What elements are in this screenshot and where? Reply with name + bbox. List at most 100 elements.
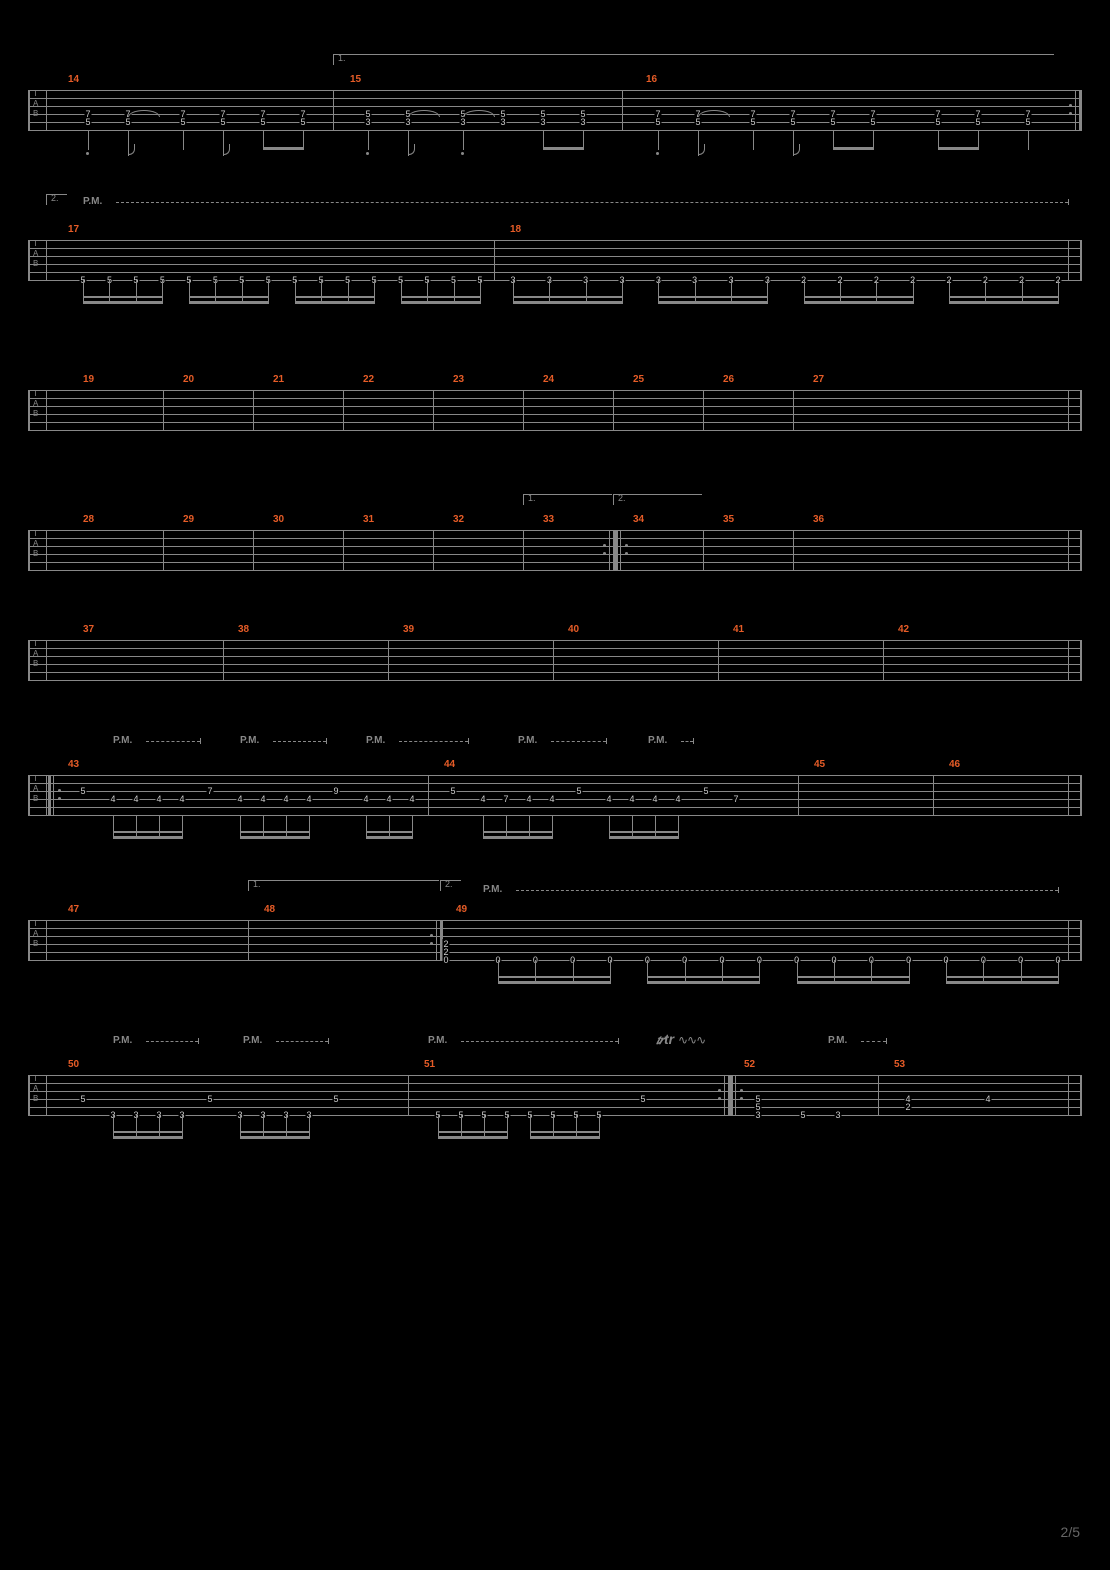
bar-number: 51 — [424, 1059, 435, 1070]
bar-number: 28 — [83, 514, 94, 525]
volta-bracket: 1. — [523, 494, 612, 505]
tab-fret: 4 — [259, 794, 266, 804]
bar-number: 30 — [273, 514, 284, 525]
tab-fret: 5 — [799, 1110, 806, 1120]
palm-mute-label: P.M. — [83, 196, 102, 207]
tab-system: TAB43444546P.M.P.M.P.M.P.M.P.M.544447444… — [28, 775, 1082, 885]
bar-number: 52 — [744, 1059, 755, 1070]
bar-number: 25 — [633, 374, 644, 385]
tab-fret: 4 — [628, 794, 635, 804]
tab-fret: 5 — [694, 117, 701, 127]
bar-number: 50 — [68, 1059, 79, 1070]
bar-number: 37 — [83, 624, 94, 635]
tab-fret: 5 — [84, 117, 91, 127]
palm-mute-label: P.M. — [828, 1035, 847, 1046]
palm-mute-label: P.M. — [366, 735, 385, 746]
bar-number: 44 — [444, 759, 455, 770]
tab-clef: TAB — [28, 920, 43, 960]
palm-mute-label: P.M. — [240, 735, 259, 746]
volta-bracket: 2. — [46, 194, 67, 205]
tab-system: TAB4748491.2.P.M.2200000000000000000 — [28, 920, 1082, 1030]
tab-fret: 3 — [404, 117, 411, 127]
bar-number: 49 — [456, 904, 467, 915]
tab-fret: 5 — [829, 117, 836, 127]
tab-fret: 3 — [459, 117, 466, 127]
tab-fret: 9 — [332, 786, 339, 796]
palm-mute-label: P.M. — [648, 735, 667, 746]
tab-fret: 5 — [702, 786, 709, 796]
tab-system: TAB50515253P.M.P.M.P.M.P.M.𝆖tr∿∿∿5333353… — [28, 1075, 1082, 1195]
tab-fret: 4 — [178, 794, 185, 804]
tab-clef: TAB — [28, 775, 43, 815]
tab-fret: 3 — [579, 117, 586, 127]
bar-number: 35 — [723, 514, 734, 525]
tab-fret: 4 — [109, 794, 116, 804]
tab-fret: 4 — [605, 794, 612, 804]
tab-fret: 3 — [834, 1110, 841, 1120]
tab-fret: 4 — [525, 794, 532, 804]
tab-system: TAB17182.P.M.555555555555555533333333222… — [28, 240, 1082, 350]
tab-fret: 7 — [206, 786, 213, 796]
tab-fret: 5 — [299, 117, 306, 127]
bar-number: 42 — [898, 624, 909, 635]
bar-number: 14 — [68, 74, 79, 85]
trill-mark: 𝆖tr — [656, 1031, 674, 1048]
tab-fret: 4 — [282, 794, 289, 804]
tab-fret: 5 — [789, 117, 796, 127]
palm-mute-label: P.M. — [113, 1035, 132, 1046]
tab-fret: 5 — [934, 117, 941, 127]
tab-system: TAB192021222324252627 — [28, 390, 1082, 460]
bar-number: 34 — [633, 514, 644, 525]
tab-fret: 4 — [984, 1094, 991, 1104]
tab-system: TAB2829303132333435361.2. — [28, 530, 1082, 600]
tab-fret: 7 — [502, 794, 509, 804]
tab-clef: TAB — [28, 240, 43, 280]
bar-number: 38 — [238, 624, 249, 635]
bar-number: 20 — [183, 374, 194, 385]
tab-fret: 4 — [385, 794, 392, 804]
bar-number: 45 — [814, 759, 825, 770]
tab-system: TAB373839404142 — [28, 640, 1082, 710]
tab-clef: TAB — [28, 640, 43, 680]
tab-fret: 4 — [155, 794, 162, 804]
bar-number: 18 — [510, 224, 521, 235]
bar-number: 16 — [646, 74, 657, 85]
tab-fret: 5 — [974, 117, 981, 127]
tab-fret: 3 — [539, 117, 546, 127]
tab-fret: 2 — [904, 1102, 911, 1112]
tab-system: TAB1415161.75757575757553535353535375757… — [28, 90, 1082, 190]
bar-number: 19 — [83, 374, 94, 385]
tab-clef: TAB — [28, 90, 43, 130]
volta-bracket: 2. — [613, 494, 702, 505]
palm-mute-label: P.M. — [113, 735, 132, 746]
tab-clef: TAB — [28, 390, 43, 430]
bar-number: 48 — [264, 904, 275, 915]
tab-fret: 3 — [364, 117, 371, 127]
bar-number: 23 — [453, 374, 464, 385]
tab-fret: 4 — [548, 794, 555, 804]
tab-fret: 5 — [332, 1094, 339, 1104]
tab-clef: TAB — [28, 530, 43, 570]
tab-fret: 5 — [575, 786, 582, 796]
bar-number: 43 — [68, 759, 79, 770]
tab-fret: 5 — [869, 117, 876, 127]
tab-fret: 5 — [259, 117, 266, 127]
bar-number: 26 — [723, 374, 734, 385]
bar-number: 33 — [543, 514, 554, 525]
bar-number: 15 — [350, 74, 361, 85]
tab-fret: 5 — [449, 786, 456, 796]
tab-fret: 4 — [305, 794, 312, 804]
tab-fret: 3 — [754, 1110, 761, 1120]
tab-clef: TAB — [28, 1075, 43, 1115]
tab-fret: 5 — [206, 1094, 213, 1104]
bar-number: 41 — [733, 624, 744, 635]
bar-number: 36 — [813, 514, 824, 525]
volta-bracket: 1. — [333, 54, 1054, 65]
bar-number: 21 — [273, 374, 284, 385]
bar-number: 53 — [894, 1059, 905, 1070]
tab-fret: 4 — [132, 794, 139, 804]
tab-fret: 5 — [79, 786, 86, 796]
bar-number: 17 — [68, 224, 79, 235]
page-number: 2/5 — [1061, 1524, 1080, 1540]
bar-number: 27 — [813, 374, 824, 385]
